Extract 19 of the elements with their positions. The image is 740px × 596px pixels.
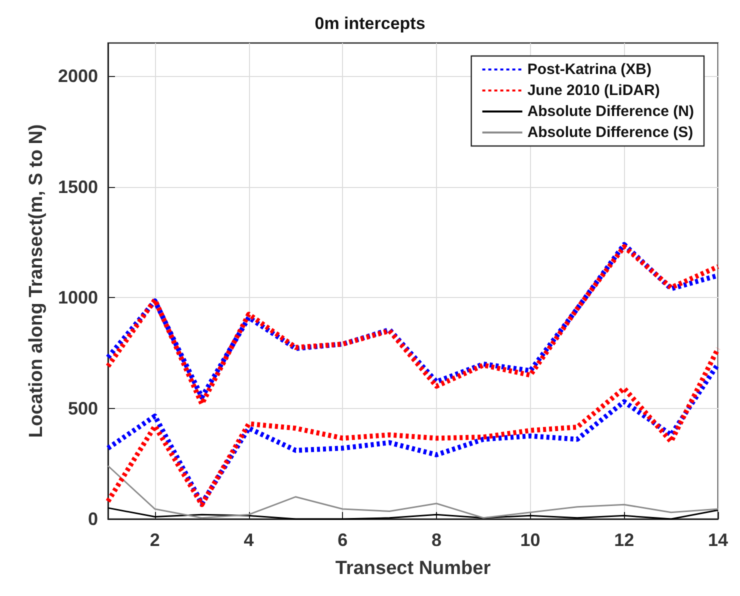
x-tick-label: 4 [244,530,254,550]
x-tick-label: 10 [520,530,540,550]
x-axis-title: Transect Number [335,558,492,579]
chart-title: 0m intercepts [314,14,426,33]
legend-label: June 2010 (LiDAR) [527,82,660,99]
x-tick-label: 6 [338,530,348,550]
y-tick-label: 500 [68,398,98,418]
y-tick-label: 1500 [58,176,98,197]
legend-label: Absolute Difference (N) [527,103,694,120]
legend-label: Absolute Difference (S) [527,124,694,141]
x-tick-label: 8 [431,530,442,550]
legend-label: Post-Katrina (XB) [527,61,652,78]
y-tick-label: 0 [88,509,98,529]
y-tick-label: 1000 [58,288,98,308]
x-tick-label: 2 [150,530,160,550]
y-axis-title: Location along Transect(m, S to N) [26,124,47,438]
x-tick-label: 14 [708,530,728,550]
x-tick-label: 12 [614,530,634,550]
y-tick-label: 2000 [58,66,98,86]
